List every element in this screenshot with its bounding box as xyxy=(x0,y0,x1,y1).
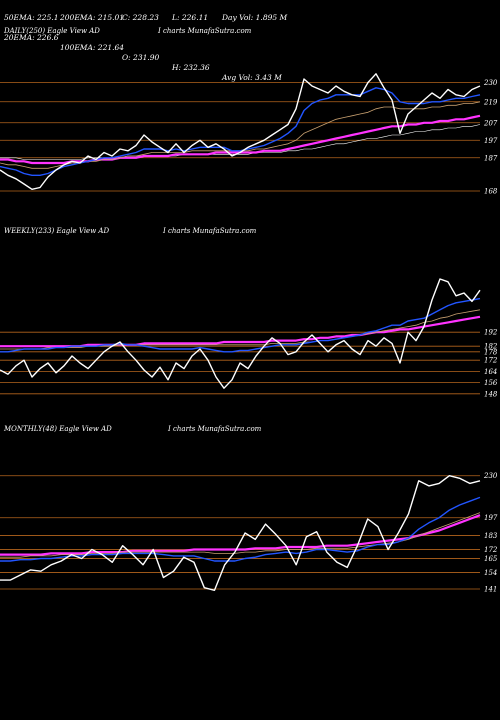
ema200-value: 200EMA: 215.01 xyxy=(60,13,125,22)
ema-long-line xyxy=(0,514,481,556)
monthly-panel-label: MONTHLY(48) Eagle View AD xyxy=(4,425,112,433)
y-tick-label: 192 xyxy=(484,329,498,337)
y-tick-label: 197 xyxy=(484,514,498,522)
y-tick-label: 197 xyxy=(484,137,498,145)
header-row-2: 50EMA: 225.1 200EMA: 215.01 C: 228.23 L:… xyxy=(4,13,287,63)
y-tick-label: 230 xyxy=(483,472,498,480)
high-value: H: 232.36 xyxy=(172,63,210,72)
y-tick-label: 187 xyxy=(484,154,498,162)
ema-mid-line xyxy=(0,309,481,350)
price-line xyxy=(0,73,481,191)
ema50-value: 50EMA: 225.1 xyxy=(4,13,59,22)
y-tick-label: 148 xyxy=(484,390,498,398)
daily-panel-label: DAILY(250) Eagle View AD xyxy=(4,27,100,35)
y-tick-label: 172 xyxy=(484,546,498,554)
close-value: C: 228.23 xyxy=(122,13,159,22)
daily-chart: 230 219 207 197 187 168 xyxy=(0,73,498,196)
y-tick-label: 230 xyxy=(483,79,498,87)
weekly-panel-label: WEEKLY(233) Eagle View AD xyxy=(4,227,110,235)
header-row-1: 20EMA: 226.6 100EMA: 221.64 O: 231.90 H:… xyxy=(4,23,282,82)
y-tick-label: 165 xyxy=(484,555,498,563)
y-tick-label: 156 xyxy=(484,379,498,387)
weekly-watermark: I charts MunafaSutra.com xyxy=(163,227,257,235)
y-tick-label: 164 xyxy=(484,368,497,376)
header-stats: 20EMA: 226.6 100EMA: 221.64 O: 231.90 H:… xyxy=(4,3,287,82)
ema-short-line xyxy=(0,297,481,353)
ema-slow-line xyxy=(0,124,481,160)
price-line xyxy=(0,278,481,389)
y-tick-label: 154 xyxy=(484,569,497,577)
y-tick-label: 141 xyxy=(484,586,497,594)
y-tick-label: 207 xyxy=(483,119,498,127)
price-line xyxy=(0,475,481,592)
ema20-value: 20EMA: 226.6 xyxy=(4,33,59,42)
y-tick-label: 172 xyxy=(484,357,498,365)
ema-short-line xyxy=(0,496,481,562)
low-value: L: 226.11 xyxy=(172,13,209,22)
y-tick-label: 183 xyxy=(484,532,498,540)
ema-mid-line xyxy=(0,101,481,169)
open-value: O: 231.90 xyxy=(122,53,160,62)
daily-watermark: I charts MunafaSutra.com xyxy=(158,27,252,35)
y-tick-label: 182 xyxy=(484,343,498,351)
avg-vol-value: Avg Vol: 3.43 M xyxy=(222,73,282,82)
day-vol-value: Day Vol: 1.895 M xyxy=(222,13,288,22)
monthly-watermark: I charts MunafaSutra.com xyxy=(168,425,262,433)
y-tick-label: 168 xyxy=(484,188,498,196)
ema100-value: 100EMA: 221.64 xyxy=(60,43,125,52)
y-tick-label: 178 xyxy=(484,348,498,356)
y-tick-label: 219 xyxy=(483,98,498,106)
